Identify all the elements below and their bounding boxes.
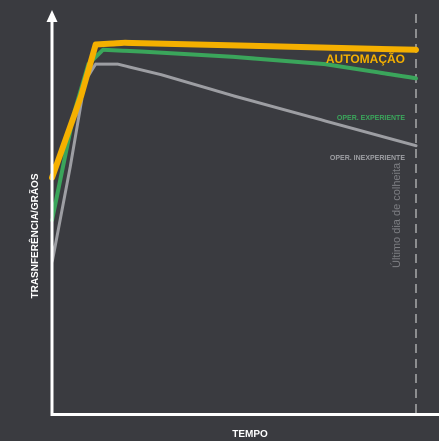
series-label-automation: AUTOMAÇÃO <box>326 51 405 66</box>
x-axis-label: TEMPO <box>232 429 268 440</box>
last-harvest-day-label: Último dia de colheita <box>390 162 403 268</box>
series-line-experienced-operator <box>50 47 418 223</box>
series-line-automation <box>49 39 419 181</box>
series-label-inexperienced-operator: OPER. INEXPERIENTE <box>330 155 405 162</box>
y-axis-arrow-icon <box>46 10 58 22</box>
series-layer: AUTOMAÇÃO OPER. EXPERIENTE OPER. INEXPERIE… <box>49 39 419 265</box>
series-label-experienced-operator: OPER. EXPERIENTE <box>337 115 405 122</box>
series-line-inexperienced-operator <box>50 62 418 265</box>
y-axis-label: TRASNFERÊNCIA/GRÃOS <box>28 173 41 298</box>
